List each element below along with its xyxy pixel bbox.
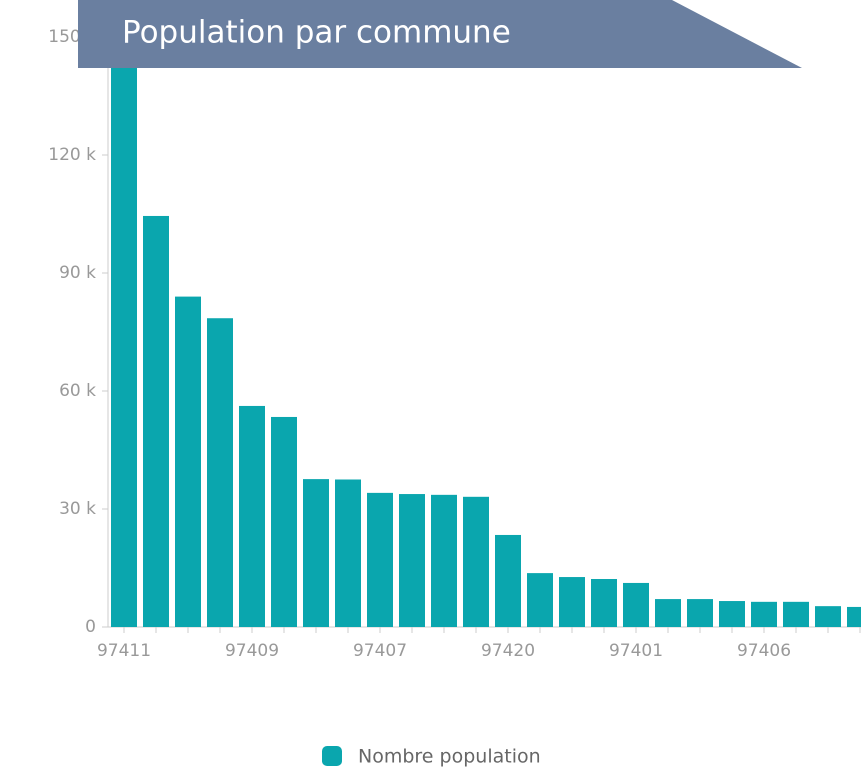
- x-tick-label: 97407: [353, 641, 407, 661]
- chart-title: Population par commune: [122, 15, 511, 51]
- bar: [239, 405, 265, 627]
- x-tick-label: 97401: [609, 641, 663, 661]
- bar: [751, 601, 777, 627]
- bar: [847, 606, 861, 627]
- x-tick-label: 97409: [225, 641, 279, 661]
- legend: Nombre population: [322, 746, 541, 768]
- legend-label: Nombre population: [358, 746, 541, 768]
- bar: [495, 534, 521, 627]
- bar: [111, 37, 137, 627]
- y-tick-label: 60 k: [59, 381, 96, 401]
- bar: [143, 215, 169, 627]
- bar: [335, 479, 361, 627]
- y-tick-label: 90 k: [59, 263, 96, 283]
- bar: [623, 582, 649, 627]
- bar: [527, 573, 553, 627]
- y-tick-label: 0: [85, 617, 96, 637]
- bar: [687, 599, 713, 627]
- legend-swatch: [322, 746, 342, 766]
- bar: [431, 494, 457, 627]
- bar: [175, 296, 201, 627]
- bar: [655, 599, 681, 627]
- bar: [399, 494, 425, 627]
- title-banner: [78, 0, 802, 68]
- x-tick-label: 97420: [481, 641, 535, 661]
- x-tick-label: 97411: [97, 641, 151, 661]
- bar: [591, 579, 617, 627]
- y-tick-label: 30 k: [59, 499, 96, 519]
- bar: [207, 318, 233, 627]
- bar: [783, 601, 809, 627]
- bar: [463, 496, 489, 627]
- x-tick-label: 97406: [737, 641, 791, 661]
- y-tick-label: 120 k: [48, 145, 96, 165]
- bar: [719, 601, 745, 627]
- bar: [303, 479, 329, 627]
- bar: [815, 606, 841, 627]
- bar: [367, 492, 393, 627]
- bar: [271, 416, 297, 627]
- bar: [559, 577, 585, 627]
